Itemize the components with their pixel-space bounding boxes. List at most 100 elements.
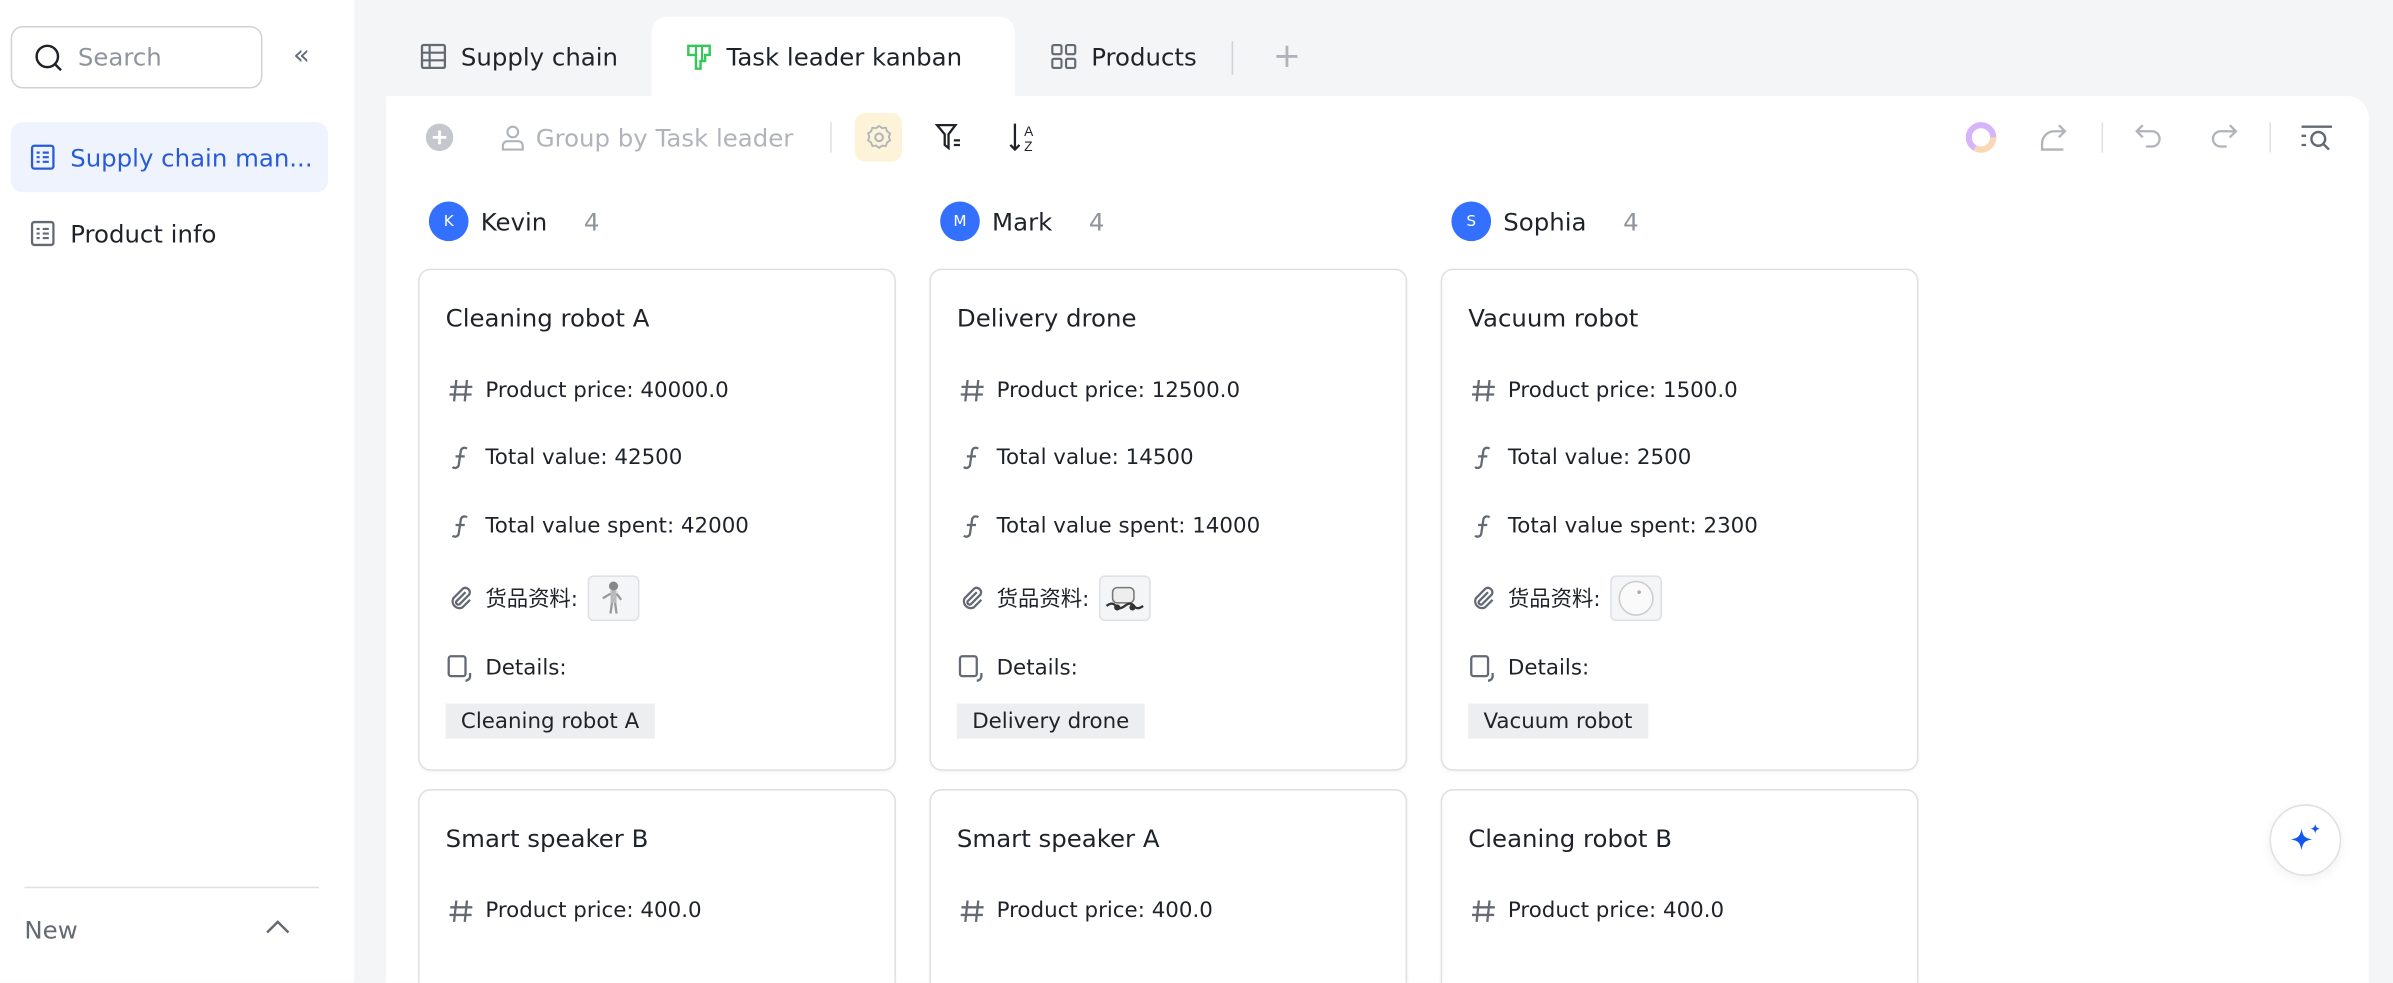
undo-icon[interactable]	[2134, 122, 2168, 153]
formula-field-icon	[446, 444, 477, 471]
kanban-card[interactable]: Delivery drone Product price: 12500.0 Tot…	[929, 268, 1408, 771]
ai-loader-icon[interactable]	[1964, 121, 1998, 155]
sparkle-icon	[2290, 823, 2320, 850]
text-doc-icon	[446, 653, 477, 684]
group-by-button[interactable]: Group by Task leader	[499, 116, 793, 159]
field-value: Total value spent: 14000	[996, 514, 1261, 539]
field-product-price: Product price: 400.0	[446, 897, 702, 924]
field-label: Details:	[485, 656, 567, 681]
text-doc-icon	[957, 653, 988, 684]
field-total-value: Total value: 14500	[957, 444, 1194, 471]
field-value: Product price: 12500.0	[996, 378, 1241, 403]
search-input[interactable]: Search	[10, 25, 263, 89]
number-field-icon	[957, 897, 988, 924]
kanban-card[interactable]: Smart speaker B Product price: 400.0	[418, 789, 896, 983]
card-title: Smart speaker B	[445, 824, 649, 854]
settings-button[interactable]	[854, 112, 902, 162]
field-value: Total value: 14500	[996, 445, 1194, 471]
tab-supply-chain[interactable]: Supply chain	[420, 17, 618, 96]
field-attachment: 货品资料:	[957, 575, 1151, 622]
sort-icon[interactable]: AZ	[1007, 121, 1041, 155]
kanban-icon	[687, 44, 711, 70]
attachment-icon	[957, 585, 988, 612]
number-field-icon	[1468, 897, 1499, 924]
divider	[24, 886, 319, 889]
kanban-card[interactable]: Cleaning robot A Product price: 40000.0 T…	[418, 268, 896, 771]
sidebar: Search « Supply chain man... Product inf…	[0, 0, 355, 983]
sidebar-item-supply-chain[interactable]: Supply chain man...	[10, 122, 329, 193]
field-total-value-spent: Total value spent: 42000	[446, 513, 749, 540]
share-icon[interactable]	[2037, 122, 2071, 153]
field-product-price: Product price: 12500.0	[957, 377, 1240, 404]
field-details: Details:	[1468, 653, 1589, 684]
add-record-icon[interactable]	[424, 122, 455, 153]
attachment-thumbnail[interactable]	[1609, 575, 1662, 622]
field-product-price: Product price: 1500.0	[1468, 377, 1738, 404]
field-details: Details:	[446, 653, 567, 684]
svg-text:Z: Z	[1024, 139, 1032, 154]
tab-label: Supply chain	[460, 41, 619, 71]
tab-label: Task leader kanban	[726, 41, 963, 71]
formula-field-icon	[957, 444, 988, 471]
collapse-sidebar-icon[interactable]: «	[293, 39, 310, 72]
search-list-icon[interactable]	[2300, 122, 2334, 153]
tab-products[interactable]: Products	[1050, 17, 1197, 96]
divider	[830, 122, 832, 153]
field-total-value: Total value: 2500	[1468, 444, 1691, 471]
field-label: 货品资料:	[485, 587, 579, 613]
details-tag: Delivery drone	[956, 703, 1145, 739]
group-by-label: Group by Task leader	[535, 122, 794, 152]
attachment-thumbnail[interactable]	[587, 575, 640, 622]
column-header: K Kevin 4	[418, 195, 896, 247]
avatar: M	[940, 201, 980, 242]
divider	[1231, 41, 1234, 75]
column-count: 4	[1623, 206, 1639, 236]
sidebar-item-label: Supply chain man...	[70, 142, 313, 172]
column-name: Sophia	[1503, 206, 1587, 236]
ai-assistant-button[interactable]	[2269, 804, 2342, 877]
kanban-card[interactable]: Vacuum robot Product price: 1500.0 Total …	[1440, 268, 1919, 771]
column-count: 4	[1088, 206, 1105, 236]
column-count: 4	[583, 206, 600, 236]
redo-icon[interactable]	[2205, 122, 2239, 153]
field-value: Total value: 2500	[1507, 445, 1692, 471]
field-details: Details:	[957, 653, 1078, 684]
card-title: Delivery drone	[956, 303, 1137, 333]
kanban-column-kevin: K Kevin 4 Cleaning robot A Product price…	[418, 195, 896, 983]
field-value: Total value spent: 2300	[1507, 514, 1758, 539]
attachment-thumbnail[interactable]	[1098, 575, 1151, 622]
field-label: 货品资料:	[996, 587, 1090, 613]
field-product-price: Product price: 40000.0	[446, 377, 729, 404]
avatar: K	[428, 201, 469, 242]
field-attachment: 货品资料:	[1468, 575, 1662, 622]
field-value: Product price: 400.0	[1507, 898, 1725, 924]
kanban-card[interactable]: Cleaning robot B Product price: 400.0	[1440, 789, 1919, 983]
kanban-card[interactable]: Smart speaker A Product price: 400.0	[929, 789, 1408, 983]
new-button[interactable]: New	[24, 915, 78, 945]
field-total-value-spent: Total value spent: 2300	[1468, 513, 1758, 540]
gallery-icon	[1051, 43, 1077, 69]
field-total-value: Total value: 42500	[446, 444, 683, 471]
field-label: Details:	[1507, 656, 1590, 681]
column-header: S Sophia 4	[1441, 195, 1919, 247]
field-value: Total value: 42500	[485, 445, 683, 471]
details-tag: Vacuum robot	[1468, 703, 1648, 739]
field-product-price: Product price: 400.0	[957, 897, 1213, 924]
table-doc-icon	[30, 220, 55, 247]
filter-icon[interactable]	[934, 122, 965, 153]
search-placeholder: Search	[77, 42, 162, 72]
add-view-button[interactable]: +	[1272, 38, 1301, 77]
chevron-up-icon[interactable]	[263, 913, 294, 944]
sidebar-item-product-info[interactable]: Product info	[11, 198, 328, 268]
divider	[2269, 122, 2271, 153]
grid-table-icon	[420, 43, 447, 70]
field-value: Product price: 40000.0	[485, 378, 729, 403]
card-title: Smart speaker A	[956, 824, 1160, 854]
formula-field-icon	[446, 513, 477, 540]
divider	[2101, 122, 2104, 153]
kanban-column-sophia: S Sophia 4 Vacuum robot Product price: 1…	[1440, 195, 1919, 983]
field-attachment: 货品资料:	[446, 575, 640, 622]
tab-task-leader-kanban[interactable]: Task leader kanban	[651, 16, 1015, 97]
formula-field-icon	[1468, 444, 1499, 471]
attachment-icon	[1468, 585, 1499, 612]
